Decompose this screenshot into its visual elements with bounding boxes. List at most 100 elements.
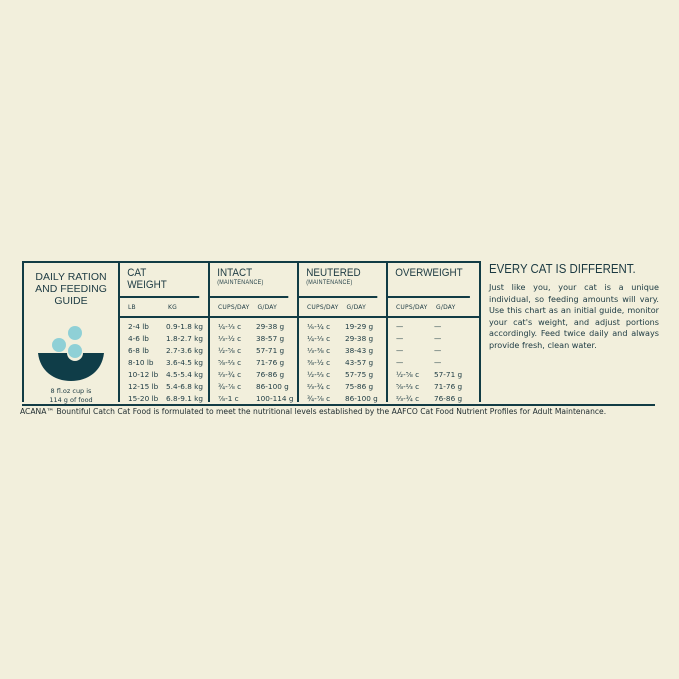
table-row: ⅝-⅔ c 71-76 g <box>218 357 297 369</box>
table-row: ½-⅝ c 57-71 g <box>396 369 479 381</box>
table-cell: — <box>434 322 442 331</box>
table-cell: 15-20 lb <box>128 394 159 403</box>
table-cell: 100-114 g <box>256 394 294 403</box>
intact-header: INTACT (MAINTENANCE) <box>210 263 289 298</box>
table-cell: 6-8 lb <box>128 346 149 355</box>
table-cell: ⅔-¾ c <box>307 382 331 391</box>
table-rows: — — — — — — — — ½-⅝ c 57-71 g ⅝-⅔ c 71-76 g ⅔-¾ c 76-… <box>388 318 479 405</box>
overweight-subheader: CUPS/DAY G/DAY <box>388 298 479 318</box>
table-cell: ¼-⅓ c <box>307 334 331 343</box>
table-cell: 1.8-2.7 kg <box>166 334 204 343</box>
table-cell: — <box>396 334 404 343</box>
table-row: ⅓-½ c 38-57 g <box>218 333 297 345</box>
guide-column: DAILY RATION AND FEEDING GUIDE 8 fl.oz cu… <box>24 263 121 404</box>
info-heading: EVERY CAT IS DIFFERENT. <box>489 261 636 276</box>
table-row: 10-12 lb 4.5-5.4 kg <box>128 369 208 381</box>
info-panel: EVERY CAT IS DIFFERENT. Just like you, y… <box>489 261 659 351</box>
table-row: 4-6 lb 1.8-2.7 kg <box>128 333 208 345</box>
overweight-column: OVERWEIGHT CUPS/DAY G/DAY — — — — — — — — ½-⅝ c 57… <box>388 263 479 405</box>
weight-column: CAT WEIGHT LB KG 2-4 lb 0.9-1.8 kg 4-6 lb 1.8… <box>120 263 211 405</box>
table-cell: 76-86 g <box>434 394 463 403</box>
table-row: ¾-⅞ c 86-100 g <box>218 381 297 393</box>
table-cell: 2-4 lb <box>128 322 149 331</box>
table-cell: ⅜-½ c <box>307 358 331 367</box>
table-rows: ⅙-¼ c 19-29 g ¼-⅓ c 29-38 g ⅓-⅜ c 38-43 g ⅜-½ … <box>299 318 386 405</box>
table-row: — — <box>396 333 479 345</box>
table-row: ⅝-⅔ c 71-76 g <box>396 381 479 393</box>
table-cell: — <box>434 358 442 367</box>
table-row: ⅔-¾ c 76-86 g <box>218 369 297 381</box>
table-row: — — <box>396 321 479 333</box>
table-cell: 86-100 g <box>345 394 378 403</box>
table-cell: 2.7-3.6 kg <box>166 346 204 355</box>
cup-note: 8 fl.oz cup is 114 g of food <box>49 387 93 404</box>
intact-column: INTACT (MAINTENANCE) CUPS/DAY G/DAY ¼-⅓ c 2… <box>210 263 300 405</box>
info-body: Just like you, your cat is a unique indi… <box>489 282 659 350</box>
table-cell: ⅝-⅔ c <box>396 382 420 391</box>
table-cell: ½-⅔ c <box>307 370 331 379</box>
table-cell: — <box>396 358 404 367</box>
table-cell: 86-100 g <box>256 382 289 391</box>
table-cell: 6.8-9.1 kg <box>166 394 204 403</box>
table-row: 2-4 lb 0.9-1.8 kg <box>128 321 208 333</box>
table-cell: 43-57 g <box>345 358 374 367</box>
table-cell: 38-43 g <box>345 346 374 355</box>
table-row: ⅜-½ c 43-57 g <box>307 357 386 369</box>
table-cell: — <box>396 322 404 331</box>
table-row: ⅙-¼ c 19-29 g <box>307 321 386 333</box>
table-cell: — <box>396 346 404 355</box>
table-cell: 71-76 g <box>256 358 285 367</box>
table-row: ¼-⅓ c 29-38 g <box>218 321 297 333</box>
feeding-guide: DAILY RATION AND FEEDING GUIDE 8 fl.oz cu… <box>22 261 659 406</box>
weight-header: CAT WEIGHT <box>120 263 200 298</box>
table-cell: 38-57 g <box>256 334 285 343</box>
neutered-column: NEUTERED (MAINTENANCE) CUPS/DAY G/DAY ⅙-¼ … <box>299 263 389 405</box>
table-row: ¼-⅓ c 29-38 g <box>307 333 386 345</box>
table-cell: — <box>434 346 442 355</box>
guide-title: DAILY RATION AND FEEDING GUIDE <box>35 271 107 307</box>
table-cell: 0.9-1.8 kg <box>166 322 204 331</box>
overweight-header: OVERWEIGHT <box>388 263 470 298</box>
feeding-table: DAILY RATION AND FEEDING GUIDE 8 fl.oz cu… <box>22 261 481 405</box>
table-row: 12-15 lb 5.4-6.8 kg <box>128 381 208 393</box>
table-row: ⅞-1 c 100-114 g <box>218 393 297 405</box>
table-cell: 5.4-6.8 kg <box>166 382 204 391</box>
table-cell: 57-75 g <box>345 370 374 379</box>
table-row: ⅔-¾ c 75-86 g <box>307 381 386 393</box>
intact-subheader: CUPS/DAY G/DAY <box>210 298 298 318</box>
table-cell: 4.5-5.4 kg <box>166 370 204 379</box>
aafco-statement: ACANA™ Bountiful Catch Cat Food is formu… <box>20 407 607 416</box>
table-row: — — <box>396 345 479 357</box>
table-cell: 57-71 g <box>434 370 463 379</box>
table-row: ⅓-⅜ c 38-43 g <box>307 345 386 357</box>
table-row: 8-10 lb 3.6-4.5 kg <box>128 357 208 369</box>
table-cell: 29-38 g <box>345 334 374 343</box>
table-rows: ¼-⅓ c 29-38 g ⅓-½ c 38-57 g ½-⅝ c 57-71 g ⅝-⅔ … <box>210 318 297 405</box>
bowl-with-kibble-icon <box>38 326 104 381</box>
table-cell: ¾-⅞ c <box>307 394 331 403</box>
table-cell: 8-10 lb <box>128 358 154 367</box>
table-cell: — <box>434 334 442 343</box>
table-cell: ⅔-¾ c <box>396 394 420 403</box>
table-cell: ⅞-1 c <box>218 394 239 403</box>
table-cell: 10-12 lb <box>128 370 159 379</box>
table-cell: ⅔-¾ c <box>218 370 242 379</box>
table-cell: 57-71 g <box>256 346 285 355</box>
neutered-subheader: CUPS/DAY G/DAY <box>299 298 387 318</box>
table-cell: 75-86 g <box>345 382 374 391</box>
table-cell: ½-⅝ c <box>396 370 420 379</box>
table-cell: 12-15 lb <box>128 382 159 391</box>
table-cell: 29-38 g <box>256 322 285 331</box>
table-cell: ¼-⅓ c <box>218 322 242 331</box>
table-cell: 19-29 g <box>345 322 374 331</box>
weight-subheader: LB KG <box>120 298 209 318</box>
neutered-header: NEUTERED (MAINTENANCE) <box>299 263 378 298</box>
table-row: ½-⅝ c 57-71 g <box>218 345 297 357</box>
table-rows: 2-4 lb 0.9-1.8 kg 4-6 lb 1.8-2.7 kg 6-8 lb 2.… <box>120 318 208 405</box>
table-cell: ¾-⅞ c <box>218 382 242 391</box>
table-row: 6-8 lb 2.7-3.6 kg <box>128 345 208 357</box>
table-cell: 4-6 lb <box>128 334 149 343</box>
table-row: ¾-⅞ c 86-100 g <box>307 393 386 405</box>
table-row: — — <box>396 357 479 369</box>
table-cell: ⅓-½ c <box>218 334 242 343</box>
